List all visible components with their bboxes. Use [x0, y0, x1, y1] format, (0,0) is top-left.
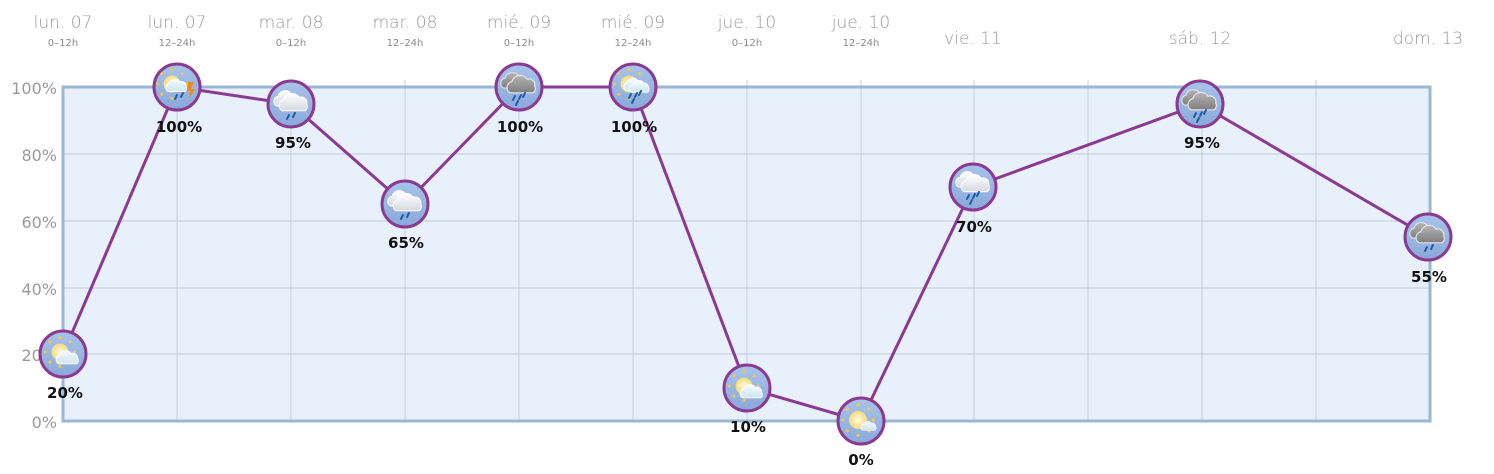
y-tick-0: 0%: [32, 413, 57, 432]
y-tick-100: 100%: [11, 79, 57, 98]
data-point[interactable]: [1403, 212, 1453, 262]
value-label: 20%: [47, 384, 83, 402]
value-label: 95%: [275, 134, 311, 152]
data-point[interactable]: [948, 162, 998, 212]
x-day-label: lun. 07: [34, 13, 93, 33]
y-tick-40: 40%: [21, 280, 57, 299]
value-labels: 20% 100% 95% 65% 100% 100% 10% 0% 70% 95…: [47, 118, 1447, 469]
x-day-label: dom. 13: [1393, 29, 1463, 49]
data-markers: [38, 62, 1453, 446]
x-period-label: 0–12h: [504, 38, 534, 49]
data-point[interactable]: [152, 62, 202, 112]
value-label: 100%: [156, 118, 202, 136]
x-axis: lun. 07 0–12h lun. 07 12–24h mar. 08 0–1…: [34, 13, 1463, 49]
x-day-label: jue. 10: [831, 13, 890, 33]
value-label: 0%: [848, 451, 873, 469]
value-label: 55%: [1411, 268, 1447, 286]
y-tick-60: 60%: [21, 213, 57, 232]
x-day-label: vie. 11: [944, 29, 1002, 49]
value-label: 10%: [730, 418, 766, 436]
data-point[interactable]: [608, 62, 658, 112]
x-day-label: mié. 09: [601, 13, 665, 33]
data-point[interactable]: [266, 79, 316, 129]
data-point[interactable]: [38, 329, 88, 379]
data-point[interactable]: [1175, 79, 1225, 129]
data-point[interactable]: [380, 179, 430, 229]
data-point[interactable]: [494, 62, 544, 112]
x-period-label: 0–12h: [48, 38, 78, 49]
x-period-label: 0–12h: [732, 38, 762, 49]
y-tick-80: 80%: [21, 146, 57, 165]
x-day-label: lun. 07: [148, 13, 207, 33]
x-day-label: mié. 09: [487, 13, 551, 33]
sun-cloud-rain-thunder-icon: [156, 68, 195, 100]
x-day-label: mar. 08: [373, 13, 438, 33]
value-label: 70%: [956, 218, 992, 236]
x-period-label: 12–24h: [387, 38, 424, 49]
x-period-label: 0–12h: [276, 38, 306, 49]
x-period-label: 12–24h: [843, 38, 880, 49]
data-point[interactable]: [722, 363, 772, 413]
x-day-label: mar. 08: [259, 13, 324, 33]
data-point[interactable]: [836, 396, 886, 446]
y-axis: 100% 80% 60% 40% 20% 0%: [11, 79, 57, 432]
x-day-label: jue. 10: [717, 13, 776, 33]
value-label: 100%: [611, 118, 657, 136]
x-period-label: 12–24h: [159, 38, 196, 49]
x-period-label: 12–24h: [615, 38, 652, 49]
value-label: 100%: [497, 118, 543, 136]
x-day-label: sáb. 12: [1169, 29, 1232, 49]
value-label: 65%: [388, 234, 424, 252]
value-label: 95%: [1184, 134, 1220, 152]
